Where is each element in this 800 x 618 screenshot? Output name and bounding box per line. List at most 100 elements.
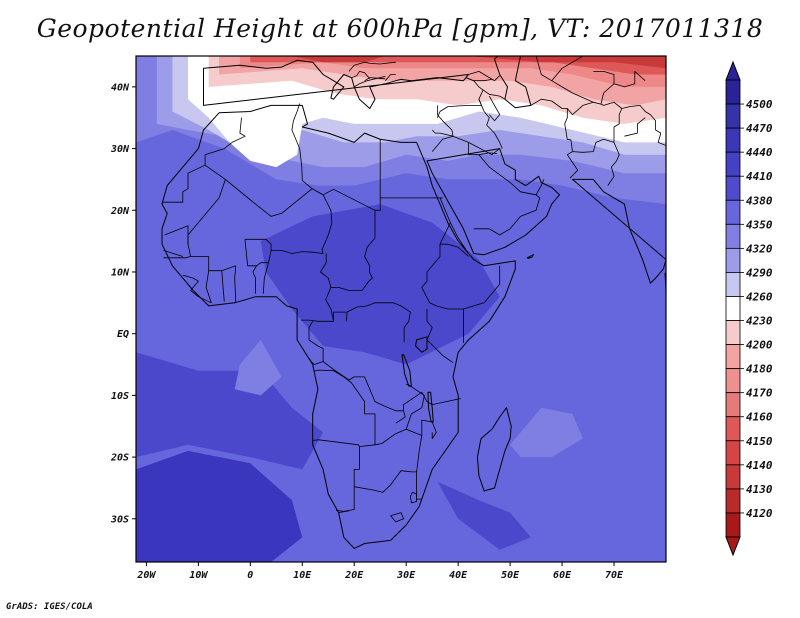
geopotential-field <box>136 56 666 562</box>
lat-tick-label: EQ <box>117 329 129 340</box>
outline-arabia-coast <box>426 148 560 256</box>
border-line-49 <box>621 105 666 146</box>
lon-tick-label: 70E <box>605 570 624 581</box>
field-region-level-4140-north <box>291 56 386 63</box>
colorbar-bottom-arrow <box>725 536 741 557</box>
border-line-55 <box>600 71 646 105</box>
border-line-36 <box>163 256 191 259</box>
border-line-10 <box>440 243 469 257</box>
border-line-66 <box>204 117 246 156</box>
field-region-high-indian-ocean <box>437 481 531 550</box>
border-line-63 <box>348 61 396 72</box>
colorbar-label: 4260 <box>746 290 773 303</box>
border-line-13 <box>346 302 411 343</box>
colorbar-swatch <box>725 488 741 514</box>
border-line-27 <box>390 512 405 523</box>
border-line-67 <box>338 510 350 513</box>
colorbar-label: 4150 <box>746 435 773 448</box>
border-line-60 <box>364 77 386 82</box>
border-line-51 <box>624 117 646 137</box>
colorbar-swatch <box>725 199 741 225</box>
colorbar-label: 4410 <box>746 170 773 183</box>
outline-africa-coast <box>161 104 516 549</box>
lon-tick-label: 30E <box>396 570 416 581</box>
field-region-level-4180-north <box>239 56 666 87</box>
outline-lake-malawi <box>427 391 434 423</box>
colorbar-swatch <box>725 151 741 177</box>
lon-tick-label: 20W <box>136 570 156 581</box>
colorbar-swatch <box>725 223 741 249</box>
border-line-14 <box>320 253 373 291</box>
lat-tick-label: 20S <box>110 453 129 464</box>
border-line-37 <box>163 250 183 257</box>
border-line-33 <box>234 265 237 303</box>
lon-tick-label: 10E <box>293 570 312 581</box>
border-line-61 <box>351 71 371 80</box>
lat-tick-label: 10S <box>111 391 129 402</box>
colorbar-swatch <box>725 296 741 321</box>
colorbar-label: 4500 <box>746 98 773 111</box>
field-region-level-4140-east <box>468 56 666 69</box>
colorbar-label: 4290 <box>746 266 773 279</box>
field-region-pale-equatorial <box>234 339 282 396</box>
border-line-23 <box>405 383 425 430</box>
colorbar-label: 4320 <box>746 242 773 255</box>
field-region-high-south-atlantic-2 <box>136 352 324 470</box>
border-line-41 <box>431 105 454 152</box>
colorbar-swatch <box>725 127 741 153</box>
colorbar-label: 4470 <box>746 122 773 135</box>
lat-tick-label: 30N <box>110 144 130 155</box>
border-line-45 <box>482 89 506 100</box>
colorbar-swatch <box>725 368 741 394</box>
border-line-35 <box>182 270 212 304</box>
colorbar-swatch <box>725 512 741 538</box>
border-line-65 <box>291 103 301 149</box>
border-line-50 <box>607 142 620 186</box>
border-line-5 <box>364 139 381 273</box>
border-line-58 <box>465 77 492 82</box>
colorbar-swatch <box>725 440 741 466</box>
coastlines <box>161 56 666 549</box>
border-line-19 <box>312 364 334 372</box>
colorbar-swatch <box>725 416 741 442</box>
colorbar-label: 4350 <box>746 218 773 231</box>
colorbar-top-arrow <box>725 60 741 81</box>
country-borders <box>162 56 666 523</box>
border-line-12 <box>426 309 454 364</box>
colorbar-label: 4120 <box>746 507 773 520</box>
border-line-3 <box>299 148 313 190</box>
colorbar-swatch <box>725 79 741 105</box>
lat-tick-label: 30S <box>110 514 129 525</box>
border-line-46 <box>478 99 503 149</box>
outline-madagascar <box>476 407 512 492</box>
border-line-56 <box>593 71 615 84</box>
colorbar-swatch <box>725 247 741 273</box>
border-line-57 <box>468 71 500 82</box>
lat-tick-label: 10N <box>111 267 130 278</box>
lon-tick-label: 0 <box>247 570 253 581</box>
outline-india-coast <box>572 178 666 284</box>
border-line-62 <box>353 76 386 88</box>
border-line-53 <box>535 56 594 103</box>
border-line-30 <box>244 238 272 267</box>
border-line-47 <box>530 98 579 179</box>
colorbar-swatch <box>725 272 741 297</box>
border-line-25 <box>421 419 437 440</box>
outline-socotra <box>526 254 534 259</box>
border-line-44 <box>535 179 545 195</box>
colorbar-label: 4160 <box>746 411 773 424</box>
outline-lake-tanganyika <box>401 354 412 387</box>
colorbar-label: 4180 <box>746 363 773 376</box>
colorbar: 4500 4470 4440 4410 4380 4350 4320 4290 4260 4230… <box>725 60 773 557</box>
lon-tick-label: 40E <box>449 570 468 581</box>
colorbar-label: 4440 <box>746 146 773 159</box>
colorbar-label: 4200 <box>746 339 773 352</box>
border-line-9 <box>450 222 469 254</box>
border-line-32 <box>221 270 225 302</box>
border-line-29 <box>262 249 324 294</box>
colorbar-swatch <box>725 344 741 370</box>
border-line-21 <box>353 428 423 493</box>
outline-lake-victoria <box>415 336 428 353</box>
colorbar-swatch <box>725 320 741 345</box>
